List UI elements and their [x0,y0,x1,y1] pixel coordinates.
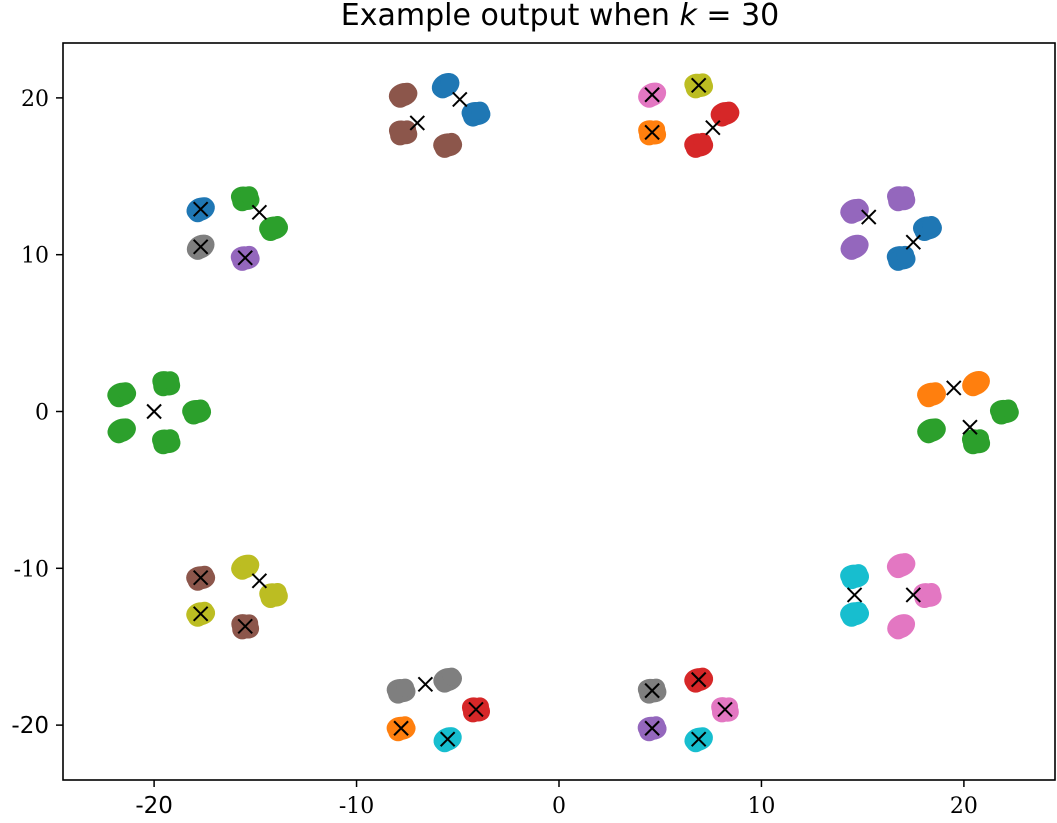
cluster-blob [840,601,870,627]
centroid-x-marker [409,115,425,131]
cluster-blob [259,216,289,242]
centroid-x-marker [237,618,253,635]
centroid-x-marker [452,91,468,108]
cluster-blob [913,582,942,608]
cluster-blob [230,186,260,212]
cluster-blob [182,399,212,425]
centroid-x-marker [644,87,660,103]
centroid-x-marker [962,419,978,435]
centroid-x-marker [192,570,209,586]
cluster-blob [107,418,136,444]
cluster-blob [461,101,491,127]
centroid-x-marker [237,250,253,266]
centroid-x-marker [417,676,434,693]
centroid-x-marker [192,606,209,622]
centroid-x-marker [146,403,162,420]
chart-title-var: k [679,0,698,33]
cluster-blob [887,186,916,212]
plot-frame [62,42,1056,781]
centroid-x-marker [905,587,921,603]
y-axis: 20 10 0 -10 -20 [11,87,63,739]
x-tick-label: -20 [135,793,173,819]
cluster-blob [917,382,946,408]
x-tick-label: 0 [552,794,566,819]
centroid-x-marker [946,380,962,396]
y-tick-label: -10 [14,557,49,582]
centroid-x-marker [861,209,877,225]
chart-title: Example output when k = 30 [341,0,780,33]
centroid-x-marker [905,234,921,250]
y-tick-label: 10 [21,244,49,269]
cluster-blob [431,73,460,99]
centroid-x-marker [644,682,660,699]
centroid-x-marker [717,701,733,718]
cluster-blob [989,399,1019,425]
centroid-x-marker [439,731,456,747]
x-tick-label: 20 [950,794,978,819]
y-tick-label: -20 [11,713,49,739]
x-tick-label: -10 [339,794,374,819]
cluster-blob [710,101,740,127]
centroid-x-marker [192,239,209,255]
y-tick-label: 20 [21,87,49,112]
centroid-x-marker [690,671,707,688]
cluster-blob [388,82,418,108]
centroid-x-marker [393,720,409,736]
cluster-blob [152,371,181,397]
cluster-blob [886,245,916,271]
centroid-x-marker [468,701,484,718]
x-tick-label: 10 [747,794,775,819]
cluster-blob [388,120,418,146]
centroid-x-marker [846,587,863,603]
centroid-x-marker [251,204,268,221]
cluster-blob [917,418,946,444]
chart-title-prefix: Example output when [341,0,680,33]
centroid-x-marker [705,119,721,136]
cluster-blob [684,132,714,158]
cluster-blob [840,564,870,590]
centroid-markers [146,77,978,747]
cluster-blob [962,371,990,397]
cluster-blob [231,554,260,580]
centroid-x-marker [690,731,707,747]
centroid-x-marker [690,77,707,94]
cluster-blob [386,678,416,704]
centroid-x-marker [192,201,209,217]
cluster-blob [961,429,991,455]
cluster-blob [886,553,916,579]
cluster-blob [433,132,463,158]
cluster-blob [152,429,181,455]
cluster-points [107,73,1019,753]
centroid-x-marker [644,124,660,141]
centroid-x-marker [644,720,660,736]
chart-title-suffix: = 30 [697,0,779,33]
cluster-blob [107,382,137,408]
cluster-blob [259,582,288,608]
cluster-blob [433,667,463,693]
cluster-blob [840,198,869,224]
centroid-x-marker [251,573,268,589]
cluster-blob [840,234,869,260]
x-axis: -20 -10 0 10 20 [135,780,978,819]
y-tick-label: 0 [35,401,49,426]
cluster-blob [887,614,916,640]
